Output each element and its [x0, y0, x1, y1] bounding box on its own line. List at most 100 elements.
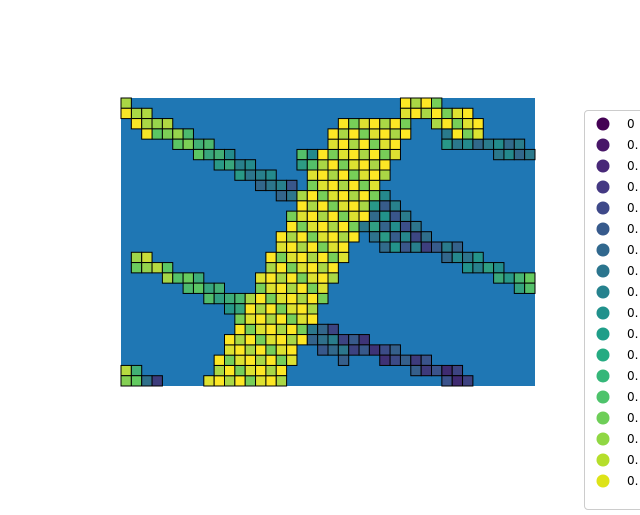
- heatmap-cell: [296, 210, 308, 222]
- heatmap-cell: [441, 364, 453, 377]
- heatmap-cell: [379, 200, 391, 212]
- heatmap-cell: [451, 118, 464, 130]
- legend-marker: [596, 138, 610, 152]
- heatmap-cell: [265, 251, 277, 264]
- heatmap-cell: [348, 128, 360, 140]
- heatmap-cell: [462, 375, 474, 387]
- heatmap-cell: [275, 303, 288, 315]
- heatmap-cell: [327, 128, 339, 140]
- heatmap-cell: [399, 107, 412, 120]
- heatmap-cell: [327, 323, 339, 336]
- heatmap-cell: [524, 148, 536, 161]
- heatmap-cell: [503, 138, 515, 150]
- heatmap-cell: [379, 210, 391, 222]
- heatmap-cell: [306, 159, 319, 171]
- heatmap-cell: [420, 107, 432, 120]
- heatmap-cell: [348, 148, 360, 161]
- heatmap-cell: [120, 364, 132, 377]
- legend-marker: [596, 327, 610, 341]
- heatmap-cell: [306, 323, 319, 336]
- heatmap-cell: [213, 375, 225, 387]
- legend-label: 0.: [627, 369, 638, 383]
- heatmap-cell: [462, 128, 474, 140]
- heatmap-cell: [358, 190, 370, 202]
- heatmap-cell: [431, 97, 443, 109]
- heatmap-cell: [327, 272, 339, 284]
- heatmap-cell: [389, 118, 401, 130]
- heatmap-cell: [286, 323, 298, 336]
- heatmap-cell: [368, 190, 381, 202]
- heatmap-cell: [255, 303, 267, 315]
- heatmap-cell: [410, 364, 422, 377]
- heatmap-cell: [120, 107, 132, 120]
- heatmap-cell: [441, 128, 453, 140]
- heatmap-cell: [244, 344, 257, 356]
- heatmap-cell: [368, 148, 381, 161]
- heatmap-cell: [317, 272, 329, 284]
- legend-marker: [596, 159, 610, 173]
- heatmap-cell: [286, 282, 298, 294]
- heatmap-cell: [265, 282, 277, 294]
- heatmap-cell: [327, 251, 339, 264]
- heatmap-cell: [161, 262, 174, 274]
- heatmap-cell: [472, 118, 484, 130]
- heatmap-cell: [493, 138, 505, 150]
- legend-marker: [596, 117, 610, 131]
- heatmap-cell: [234, 323, 246, 336]
- heatmap-cell: [441, 138, 453, 150]
- heatmap-cell: [306, 334, 319, 346]
- heatmap-cell: [296, 282, 308, 294]
- heatmap-cell: [151, 128, 163, 140]
- heatmap-cell: [296, 231, 308, 243]
- heatmap-cell: [244, 334, 257, 346]
- heatmap-cell: [348, 200, 360, 212]
- heatmap-cell: [389, 231, 401, 243]
- heatmap-cell: [141, 262, 153, 274]
- heatmap-cell: [265, 364, 277, 377]
- heatmap-cell: [161, 128, 174, 140]
- heatmap-cell: [327, 200, 339, 212]
- heatmap-cell: [244, 354, 257, 366]
- heatmap-cell: [317, 231, 329, 243]
- heatmap-cell: [224, 354, 236, 366]
- heatmap-cell: [358, 138, 370, 150]
- heatmap-cell: [317, 334, 329, 346]
- heatmap-cell: [524, 282, 536, 294]
- heatmap-cell: [275, 282, 288, 294]
- heatmap-cell: [327, 169, 339, 181]
- legend-label: 0.: [627, 159, 638, 173]
- heatmap-cell: [441, 251, 453, 264]
- heatmap-cell: [275, 241, 288, 253]
- heatmap-cell: [182, 282, 194, 294]
- heatmap-cell: [389, 354, 401, 366]
- heatmap-cell: [296, 159, 308, 171]
- heatmap-cell: [431, 107, 443, 120]
- heatmap-cell: [337, 354, 350, 366]
- heatmap-cell: [368, 169, 381, 181]
- heatmap-cell: [244, 375, 257, 387]
- heatmap-cell: [337, 210, 350, 222]
- legend-label: 0.: [627, 432, 638, 446]
- heatmap-cell: [234, 159, 246, 171]
- heatmap-cell: [286, 303, 298, 315]
- heatmap-cell: [234, 375, 246, 387]
- heatmap-cell: [389, 148, 401, 161]
- heatmap-cell: [472, 128, 484, 140]
- heatmap-cell: [482, 138, 495, 150]
- legend-marker: [596, 180, 610, 194]
- heatmap-cell: [213, 354, 225, 366]
- heatmap-cell: [255, 272, 267, 284]
- heatmap-cell: [234, 313, 246, 325]
- heatmap-cell: [213, 292, 225, 305]
- heatmap-cell: [462, 118, 474, 130]
- heatmap-cell: [275, 179, 288, 192]
- heatmap-cell: [130, 262, 143, 274]
- heatmap-cell: [348, 159, 360, 171]
- heatmap-cell: [306, 303, 319, 315]
- heatmap-cell: [472, 251, 484, 264]
- heatmap-cell: [244, 303, 257, 315]
- heatmap-cell: [296, 220, 308, 233]
- heatmap-cell: [224, 303, 236, 315]
- heatmap-cell: [275, 323, 288, 336]
- heatmap-cell: [286, 272, 298, 284]
